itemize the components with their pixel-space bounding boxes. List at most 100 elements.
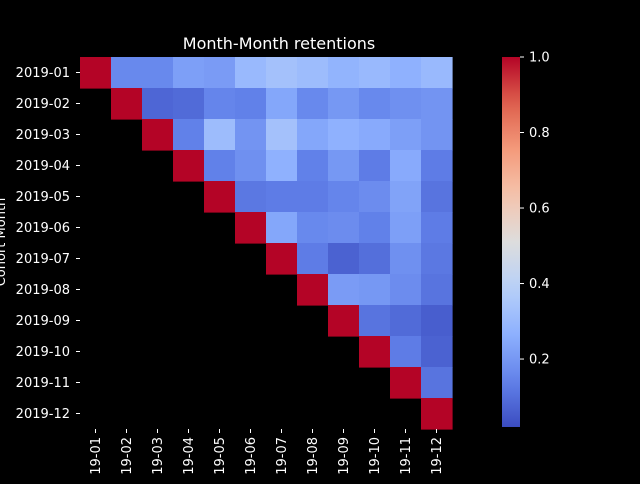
heatmap-cell: [421, 243, 453, 275]
row-tick-label: 2019-01: [16, 66, 70, 81]
row-tick-label: 2019-09: [16, 314, 70, 329]
column-tick-label: 19-12: [430, 437, 445, 475]
colorbar-tick-label: 0.4: [529, 277, 550, 292]
heatmap-cell: [297, 119, 329, 151]
heatmap-cell: [359, 212, 391, 244]
heatmap-cell: [328, 212, 360, 244]
colorbar-ticks: 0.2 0.4 0.6 0.8 1.0: [520, 51, 550, 368]
heatmap-cell: [359, 119, 391, 151]
heatmap-cell: [390, 57, 422, 89]
heatmap-cell: [390, 212, 422, 244]
heatmap-cell: [173, 119, 205, 151]
heatmap-cell: [359, 88, 391, 120]
column-tick-label: 19-07: [275, 437, 290, 475]
colorbar-tick-label: 0.2: [529, 353, 550, 368]
heatmap-cell: [297, 212, 329, 244]
heatmap-cell: [421, 119, 453, 151]
column-tick-label: 19-06: [244, 437, 259, 475]
heatmap-cell: [266, 181, 298, 213]
heatmap-cell: [390, 88, 422, 120]
column-labels: 19-01 19-02 19-03 19-04 19-05 19-06 19-07 19-08…: [89, 429, 445, 475]
heatmap-cell: [173, 88, 205, 120]
heatmap-cell: [204, 181, 236, 213]
heatmap-cell: [390, 305, 422, 337]
row-tick-label: 2019-05: [16, 190, 70, 205]
heatmap-cell: [235, 119, 267, 151]
heatmap-cell: [142, 119, 174, 151]
heatmap-cell: [421, 212, 453, 244]
heatmap-cell: [421, 57, 453, 89]
heatmap-cell: [235, 212, 267, 244]
column-tick-label: 19-11: [399, 437, 414, 475]
heatmap-cell: [204, 119, 236, 151]
heatmap-cell: [297, 243, 329, 275]
heatmap-cell: [359, 336, 391, 368]
heatmap-cell: [390, 181, 422, 213]
heatmap-cell: [297, 274, 329, 306]
colorbar: [502, 57, 520, 427]
heatmap-cell: [328, 119, 360, 151]
heatmap-cell: [359, 274, 391, 306]
heatmap-cell: [421, 150, 453, 182]
heatmap-cell: [297, 57, 329, 89]
heatmap-cell: [359, 150, 391, 182]
heatmap-cell: [204, 57, 236, 89]
heatmap-cell: [173, 150, 205, 182]
heatmap-cell: [235, 181, 267, 213]
heatmap-cell: [235, 150, 267, 182]
heatmap-cell: [297, 150, 329, 182]
heatmap-cell: [266, 119, 298, 151]
heatmap-cell: [235, 88, 267, 120]
row-tick-label: 2019-02: [16, 97, 70, 112]
heatmap-cell: [359, 305, 391, 337]
chart-title: Month-Month retentions: [183, 34, 375, 53]
colorbar-tick-label: 0.8: [529, 126, 550, 141]
colorbar-tick-label: 1.0: [529, 51, 550, 66]
heatmap-cell: [266, 150, 298, 182]
heatmap-cell: [204, 88, 236, 120]
row-tick-label: 2019-11: [16, 376, 70, 391]
heatmap-cells: [80, 57, 453, 430]
column-tick-label: 19-05: [213, 437, 228, 475]
heatmap-cell: [266, 243, 298, 275]
column-tick-label: 19-09: [337, 437, 352, 475]
heatmap-cell: [421, 181, 453, 213]
heatmap-cell: [421, 305, 453, 337]
heatmap-cell: [421, 274, 453, 306]
heatmap-cell: [204, 150, 236, 182]
heatmap-cell: [328, 150, 360, 182]
column-tick-label: 19-08: [306, 437, 321, 475]
heatmap-cell: [390, 274, 422, 306]
row-tick-label: 2019-03: [16, 128, 70, 143]
heatmap-cell: [359, 243, 391, 275]
heatmap-cell: [111, 88, 143, 120]
heatmap-cell: [328, 243, 360, 275]
heatmap-cell: [266, 57, 298, 89]
heatmap-cell: [328, 274, 360, 306]
column-tick-label: 19-03: [151, 437, 166, 475]
heatmap-cell: [142, 88, 174, 120]
heatmap-cell: [328, 88, 360, 120]
heatmap-cell: [421, 336, 453, 368]
y-axis-label: Cohort Month: [0, 198, 9, 287]
heatmap-cell: [266, 212, 298, 244]
heatmap-cell: [297, 181, 329, 213]
row-tick-label: 2019-12: [16, 407, 70, 422]
row-tick-label: 2019-07: [16, 252, 70, 267]
heatmap-cell: [266, 88, 298, 120]
heatmap-cell: [390, 119, 422, 151]
heatmap-cell: [328, 305, 360, 337]
row-tick-label: 2019-04: [16, 159, 70, 174]
heatmap-cell: [421, 367, 453, 399]
heatmap-cell: [142, 57, 174, 89]
column-tick-label: 19-04: [182, 437, 197, 475]
heatmap-cell: [359, 57, 391, 89]
heatmap-cell: [421, 88, 453, 120]
row-tick-label: 2019-10: [16, 345, 70, 360]
heatmap-cell: [359, 181, 391, 213]
heatmap-cell: [80, 57, 112, 89]
colorbar-tick-label: 0.6: [529, 202, 550, 217]
heatmap-cell: [390, 243, 422, 275]
